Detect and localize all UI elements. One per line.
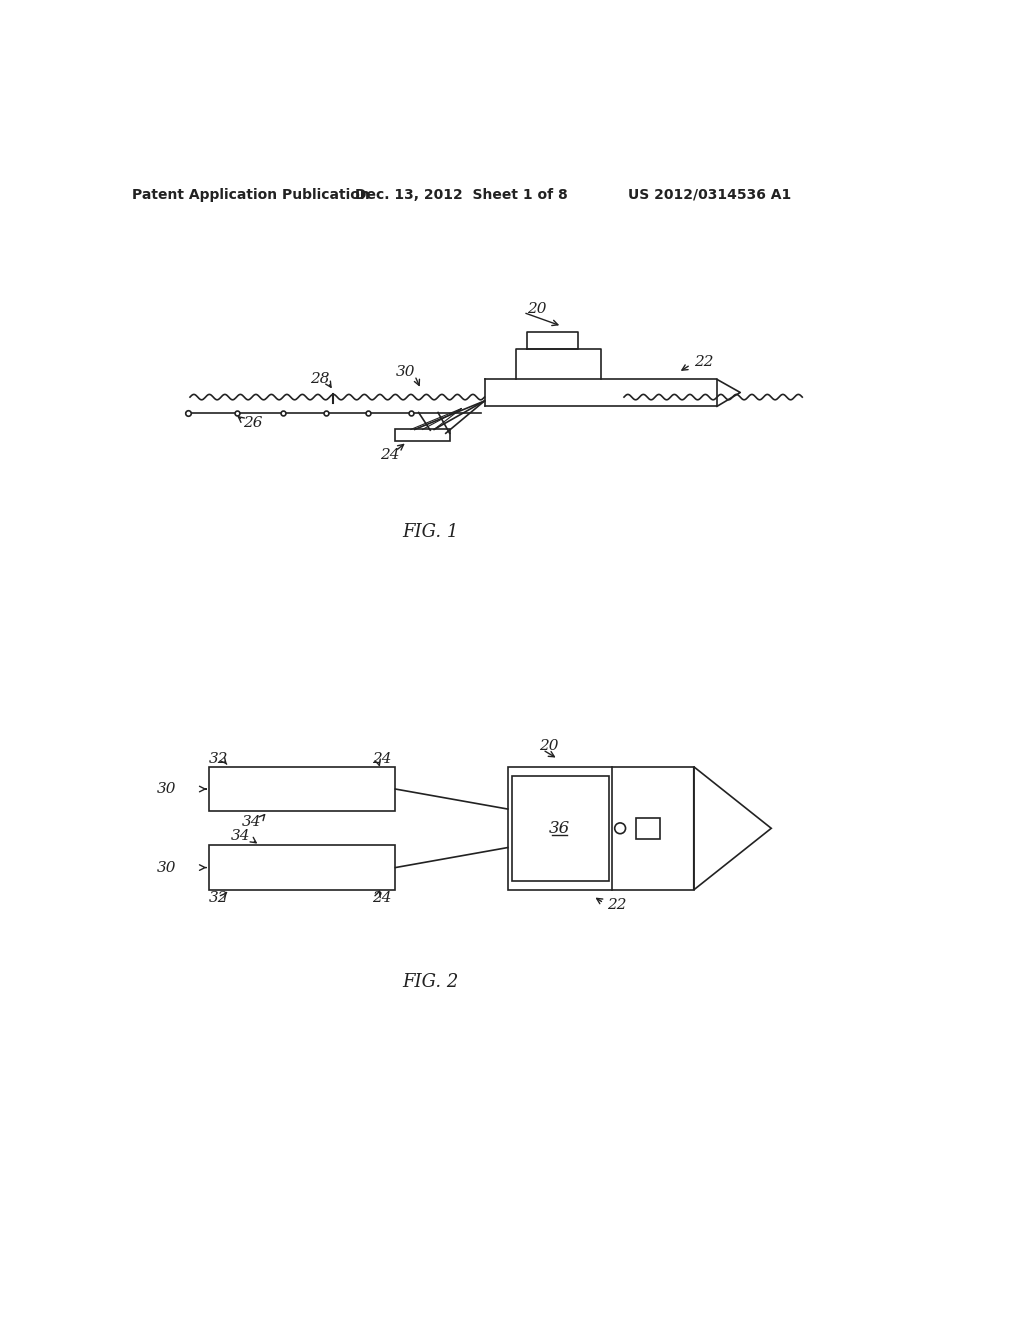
Text: FIG. 2: FIG. 2 [402, 973, 459, 991]
Text: 30: 30 [157, 781, 176, 796]
Text: 34: 34 [230, 829, 250, 843]
Text: 24: 24 [372, 752, 391, 766]
Bar [636, 817, 660, 840]
Text: 34: 34 [243, 816, 262, 829]
Text: 32: 32 [209, 752, 228, 766]
Text: 36: 36 [549, 820, 570, 837]
Text: 22: 22 [693, 355, 714, 370]
Text: Dec. 13, 2012  Sheet 1 of 8: Dec. 13, 2012 Sheet 1 of 8 [355, 187, 567, 202]
Text: 22: 22 [607, 899, 627, 912]
Text: 26: 26 [243, 416, 262, 429]
Text: 32: 32 [209, 891, 228, 904]
Bar [209, 845, 395, 890]
Text: 20: 20 [539, 739, 558, 752]
Text: 24: 24 [380, 447, 399, 462]
Bar [512, 776, 608, 880]
Bar [508, 767, 693, 890]
Text: 30: 30 [157, 861, 176, 875]
Text: Patent Application Publication: Patent Application Publication [131, 187, 370, 202]
Text: 20: 20 [527, 302, 547, 317]
Text: 30: 30 [395, 364, 415, 379]
Text: 28: 28 [310, 372, 330, 387]
Bar [395, 429, 450, 441]
Text: US 2012/0314536 A1: US 2012/0314536 A1 [628, 187, 791, 202]
Text: 24: 24 [372, 891, 391, 904]
Text: FIG. 1: FIG. 1 [402, 523, 459, 541]
Bar [209, 767, 395, 812]
